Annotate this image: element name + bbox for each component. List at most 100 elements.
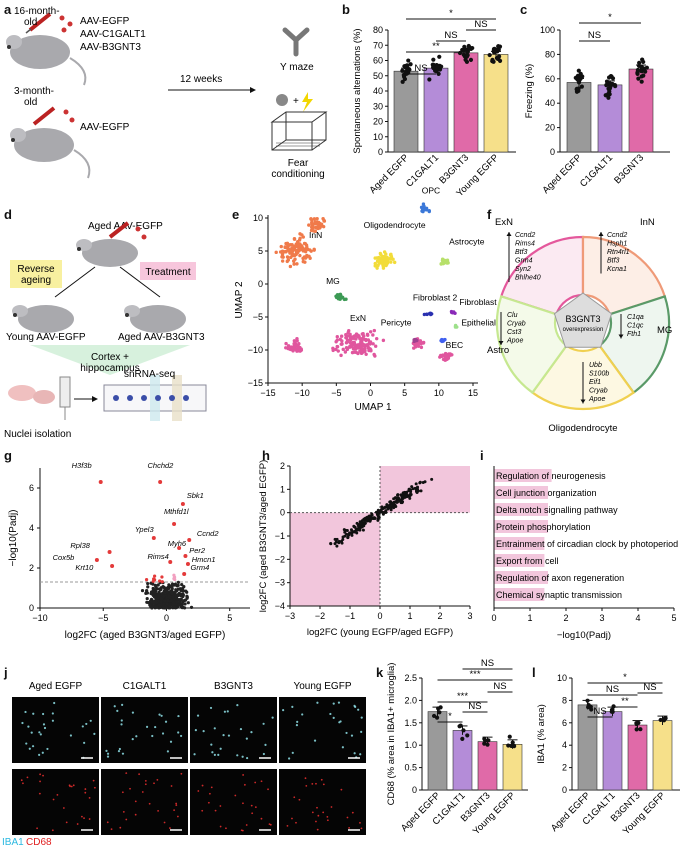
g-gene-point (144, 578, 149, 582)
g-gene-point (158, 579, 162, 583)
j-cell (271, 716, 274, 719)
e-cell-point (364, 337, 368, 342)
e-cell-point (347, 329, 351, 333)
b-category-label: C1GALT1 (404, 152, 441, 189)
e-cell-point (438, 355, 442, 359)
i-bar (494, 520, 548, 533)
j-cell (83, 817, 85, 820)
c-point (639, 79, 644, 84)
e-cell-point (292, 339, 297, 343)
e-cell-point (392, 260, 397, 265)
j-cell (138, 773, 141, 776)
h-xtick-label: 3 (467, 611, 472, 621)
f-gene: Btf3 (515, 249, 528, 256)
g-gene-point (153, 588, 157, 592)
panel-f-pie-diagram: B3GNT3overexpressionExNCcnd2Rims4Btf3Grm… (487, 217, 672, 434)
j-cell (254, 806, 257, 809)
g-gene-point (159, 597, 164, 601)
j-cell (163, 821, 166, 824)
arrow-head-icon (250, 87, 256, 93)
e-cell-point (314, 225, 318, 230)
g-gene-point (145, 591, 149, 595)
j-cell (193, 753, 196, 756)
j-cell (158, 713, 161, 716)
g-xlabel: log2FC (aged B3GNT3/aged EGFP) (65, 630, 226, 641)
e-xtick-label: 10 (434, 388, 444, 398)
e-cell-point (382, 262, 387, 266)
j-cell (341, 746, 344, 749)
e-xtick-label: −10 (295, 388, 310, 398)
h-gene-point (337, 540, 341, 544)
j-cell (144, 779, 147, 782)
j-cell (177, 731, 180, 734)
j-cell (251, 812, 254, 815)
j-cell (85, 722, 88, 726)
h-gene-point (349, 528, 353, 532)
j-cell (120, 719, 123, 722)
i-xtick-label: 0 (491, 613, 496, 623)
j-micrograph (190, 697, 277, 763)
f-gene: Kcna1 (607, 266, 627, 273)
j-cell (260, 817, 263, 820)
j-cell (267, 788, 269, 791)
j-cell (65, 821, 68, 824)
j-cell (359, 821, 361, 824)
j-cell (145, 725, 149, 728)
h-gene-point (374, 510, 378, 514)
e-cell-point (341, 347, 345, 352)
h-xtick-label: −3 (285, 611, 295, 621)
e-cell-point (301, 259, 305, 264)
f-gene: Ccnd2 (515, 232, 535, 239)
j-cell (223, 710, 226, 713)
j-cell (38, 753, 41, 756)
f-gene: Syn2 (515, 266, 531, 273)
g-gene-point (174, 600, 178, 604)
j-cell (350, 734, 354, 737)
c-point (574, 87, 579, 92)
e-cell-point (375, 256, 379, 260)
h-gene-point (335, 544, 339, 548)
e-cell-point (312, 217, 317, 221)
g-gene-point (180, 583, 184, 587)
j-cell (119, 826, 122, 829)
j-cell (81, 725, 84, 728)
j-cell (51, 719, 54, 722)
l-ytick-label: 0 (562, 785, 567, 795)
panel-b-bar-chart: 0 10 20 30 40 50 60 70 80 Spontaneous alternation… (352, 8, 516, 199)
e-cell-point (292, 262, 296, 266)
j-cell (39, 733, 42, 736)
k-sig-label: *** (469, 669, 480, 680)
treatment-label: Treatment (145, 267, 190, 278)
e-cell-point (304, 255, 308, 260)
k-ytick-label: 1.5 (404, 718, 417, 728)
e-cell-point (425, 312, 429, 317)
e-cell-point (319, 224, 323, 228)
test-ymaze: Y maze (280, 62, 314, 73)
g-gene-point (168, 604, 172, 608)
j-cell (227, 734, 231, 737)
b-point (406, 58, 411, 63)
b-sig-label: ** (432, 41, 440, 52)
syringe-icon (25, 12, 73, 34)
f-label-InN: InN (640, 217, 655, 228)
j-column-label: Aged EGFP (29, 681, 83, 692)
panel-k-bar-chart: 0 0.5 1.0 1.5 2.0 2.5 CD68 (% area in IBA1+ mi… (386, 658, 528, 837)
l-ytick-label: 8 (562, 695, 567, 705)
h-xtick-label: 1 (407, 611, 412, 621)
e-cell-point (416, 341, 420, 346)
j-cell (202, 730, 205, 733)
j-cell (305, 785, 308, 787)
e-cell-point (339, 353, 343, 358)
b-point (431, 65, 436, 70)
g-highlight-point (185, 562, 190, 566)
j-cell (222, 734, 225, 737)
c-point (641, 73, 646, 78)
j-cell (326, 819, 329, 822)
e-cell-point (380, 259, 384, 263)
f-gene: Bhlhe40 (515, 275, 541, 282)
time-label: 12 weeks (180, 74, 222, 85)
e-cell-point (362, 334, 366, 338)
h-xlabel: log2FC (young EGFP/aged EGFP) (307, 627, 453, 638)
h-gene-point (430, 477, 434, 481)
j-cell (110, 828, 113, 831)
